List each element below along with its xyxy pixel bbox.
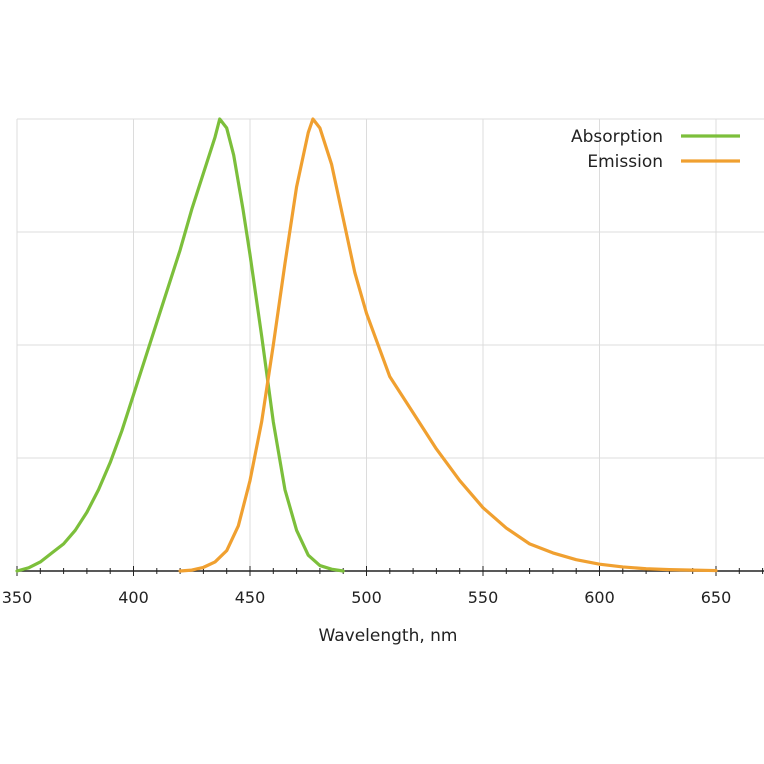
x-axis: 350 400 450 500 550 600 650 [2,566,764,607]
x-tick-label: 400 [118,588,149,607]
series-lines [15,117,718,573]
series-line-absorption [15,117,345,573]
x-tick-label: 450 [235,588,266,607]
series-line-emission [178,117,718,573]
grid-lines [16,118,764,571]
x-tick-label: 350 [2,588,33,607]
x-tick-label: 500 [351,588,382,607]
x-tick-label: 600 [584,588,615,607]
legend-label-emission: Emission [587,152,663,172]
legend: Absorption Emission [571,127,740,172]
x-tick-label: 650 [701,588,732,607]
x-axis-label: Wavelength, nm [319,626,458,646]
legend-label-absorption: Absorption [571,127,663,147]
x-tick-label: 550 [468,588,499,607]
